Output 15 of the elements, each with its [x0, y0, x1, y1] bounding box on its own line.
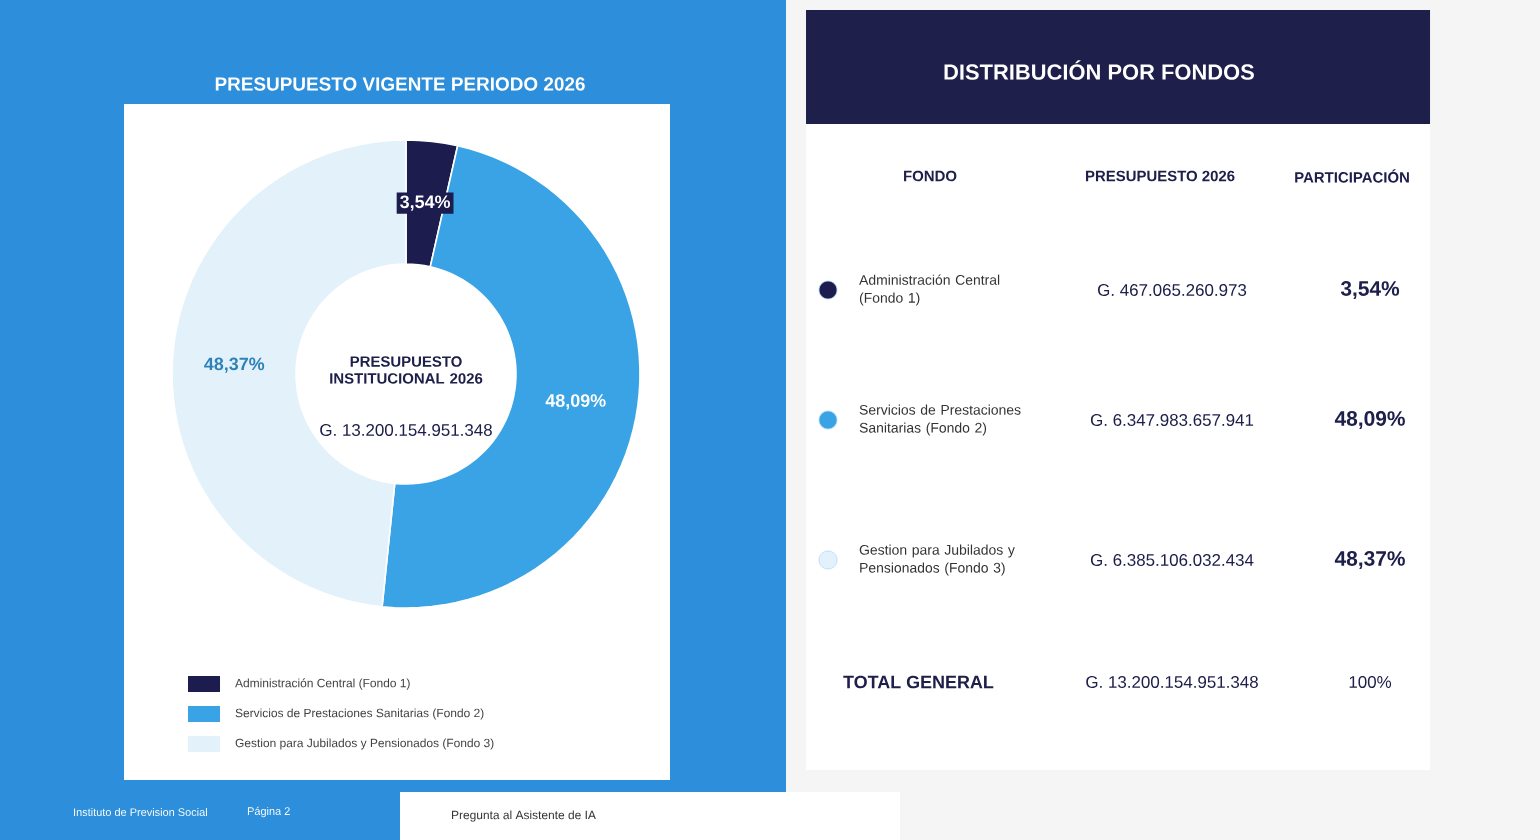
data-label: 48,37% [204, 357, 265, 373]
text: G. 467.065.260.973 [1098, 284, 1247, 296]
text: TOTAL GENERAL [843, 675, 994, 689]
text: G. 6.385.106.032.434 [1090, 554, 1254, 566]
text: 48,37% [1334, 551, 1405, 569]
text: G. 6.347.983.657.941 [1090, 414, 1254, 426]
text: 100% [1349, 676, 1392, 688]
text: 48,09% [1334, 411, 1405, 429]
data-label: 3,54% [400, 195, 451, 211]
data-label: 48,09% [545, 394, 606, 410]
text: 3,54% [1340, 281, 1400, 299]
chart-title: PRESUPUESTO VIGENTE PERIODO 2026 [215, 77, 585, 91]
text: G. 13.200.154.951.348 [1086, 676, 1258, 688]
text: G. 13.200.154.951.348 [320, 424, 492, 436]
text: DISTRIBUCIÓN POR FONDOS [944, 60, 1254, 80]
